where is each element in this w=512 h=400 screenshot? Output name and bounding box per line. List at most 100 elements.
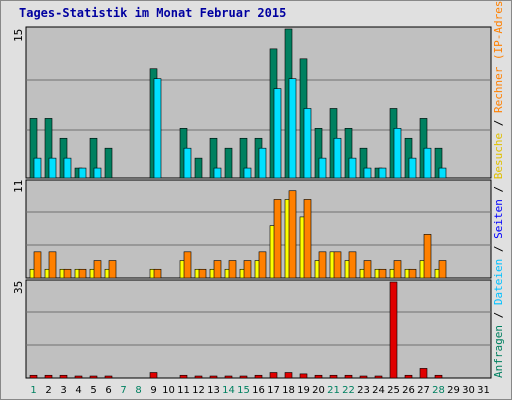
bar-anfragen-day-22 [344,128,353,179]
legend-entry-7: / [492,113,505,133]
bar-dateien-day-27 [423,147,432,179]
bar-kb-f-day-9 [149,372,158,379]
day-label-14: 14 [222,385,235,396]
bar-anfragen-day-2 [44,118,53,179]
bar-dateien-day-26 [408,157,417,179]
day-label-29: 29 [447,385,460,396]
bar-rechner-day-24 [378,268,387,279]
bar-kb-f-day-21 [329,374,338,379]
bar-dateien-day-21 [333,137,342,179]
bar-rechner-day-5 [93,260,102,279]
day-label-6: 6 [105,385,111,396]
bar-rechner-day-18 [288,190,297,279]
legend-entry-2: Dateien [492,258,505,306]
bar-kb-f-day-12 [194,375,203,379]
bar-kb-f-day-26 [404,374,413,379]
day-label-24: 24 [372,385,385,396]
bar-anfragen-day-5 [89,137,98,179]
bar-rechner-day-1 [33,251,42,279]
day-label-4: 4 [75,385,81,396]
bar-kb-f-day-2 [44,374,53,379]
day-label-31: 31 [477,385,490,396]
bar-kb-f-day-17 [269,372,278,379]
day-label-28: 28 [432,385,445,396]
bar-rechner-day-28 [438,260,447,279]
bar-kb-f-day-24 [374,375,383,379]
day-label-23: 23 [357,385,370,396]
plot-panel-3 [25,279,492,379]
bar-dateien-day-9 [153,78,162,179]
bar-rechner-day-13 [213,260,222,279]
day-label-27: 27 [417,385,430,396]
bar-kb-f-day-18 [284,372,293,379]
day-label-30: 30 [462,385,475,396]
bar-dateien-day-15 [243,167,252,179]
day-label-11: 11 [177,385,190,396]
bar-anfragen-day-6 [104,147,113,179]
bar-dateien-day-18 [288,78,297,179]
bar-rechner-day-9 [153,268,162,279]
bar-dateien-day-5 [93,167,102,179]
bar-dateien-day-20 [318,157,327,179]
bar-kb-f-day-3 [59,374,68,379]
bar-kb-f-day-25 [389,281,398,379]
ymax-label-top: 15 [12,28,25,42]
bar-kb-f-day-15 [239,375,248,379]
bar-rechner-day-3 [63,268,72,279]
ymax-label-bottom: 35 [12,280,25,294]
bar-anfragen-day-28 [434,147,443,179]
day-label-26: 26 [402,385,415,396]
bar-dateien-day-4 [78,167,87,179]
bar-kb-f-day-22 [344,374,353,379]
legend-entry-3: / [492,238,505,259]
bar-kb-f-day-16 [254,374,263,379]
bar-rechner-day-23 [363,260,372,279]
ymax-label-middle: 11 [12,179,25,193]
chart-title: Tages-Statistik im Monat Februar 2015 [19,6,287,20]
day-label-9: 9 [150,385,156,396]
bar-kb-f-day-6 [104,375,113,379]
legend-entry-0: Anfragen [492,325,505,378]
bar-anfragen-day-23 [359,147,368,179]
bar-rechner-day-16 [258,251,267,279]
bar-kb-f-day-27 [419,368,428,379]
bar-rechner-day-15 [243,260,252,279]
day-label-18: 18 [282,385,295,396]
bar-dateien-day-3 [63,157,72,179]
day-label-7: 7 [120,385,126,396]
day-label-19: 19 [297,385,310,396]
bar-anfragen-day-15 [239,137,248,179]
legend-entry-8: Rechner (IP-Adressen) [492,0,505,114]
bar-kb-f-day-28 [434,374,443,379]
bar-kb-f-day-13 [209,375,218,379]
day-label-16: 16 [252,385,265,396]
bar-rechner-day-11 [183,251,192,279]
bar-dateien-day-1 [33,157,42,179]
day-label-8: 8 [135,385,141,396]
day-label-10: 10 [162,385,175,396]
bar-kb-f-day-5 [89,375,98,379]
day-label-17: 17 [267,385,280,396]
bar-kb-f-day-1 [29,374,38,379]
bar-dateien-day-13 [213,167,222,179]
bar-anfragen-day-20 [314,128,323,179]
legend-entry-1: / [492,305,505,326]
day-label-1: 1 [30,385,36,396]
legend-entry-4: Seiten [492,199,505,239]
bar-anfragen-day-13 [209,137,218,179]
day-label-13: 13 [207,385,220,396]
bar-rechner-day-2 [48,251,57,279]
bar-dateien-day-19 [303,108,312,179]
bar-rechner-day-20 [318,251,327,279]
bar-rechner-day-12 [198,268,207,279]
day-label-2: 2 [45,385,51,396]
bar-kb-f-day-14 [224,375,233,379]
day-label-25: 25 [387,385,400,396]
bar-kb-f-day-4 [74,375,83,379]
day-label-3: 3 [60,385,66,396]
bar-dateien-day-25 [393,128,402,179]
bar-rechner-day-22 [348,251,357,279]
bar-rechner-day-17 [273,199,282,279]
bar-anfragen-day-1 [29,118,38,179]
